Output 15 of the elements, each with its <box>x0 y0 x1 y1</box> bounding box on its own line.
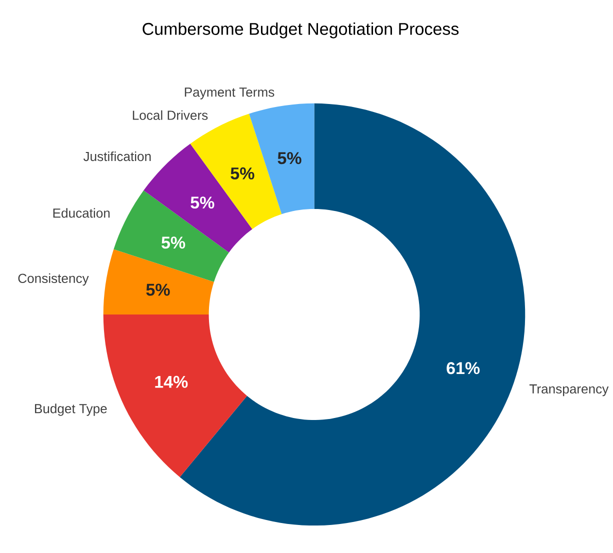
data-label: 14% <box>155 376 188 388</box>
data-label: 5% <box>162 236 186 249</box>
slice-label: Justification <box>83 151 151 162</box>
data-label: 5% <box>230 167 254 180</box>
chart-title: Cumbersome Budget Negotiation Process <box>142 22 459 38</box>
slice-label: Transparency <box>529 384 609 396</box>
slice-label: Budget Type <box>35 404 107 416</box>
data-label: 5% <box>190 196 214 209</box>
data-label: 5% <box>146 284 170 296</box>
slice-label: Education <box>53 208 110 218</box>
data-label: 5% <box>278 152 302 164</box>
data-label: 61% <box>446 362 480 374</box>
slice-label: Consistency <box>18 273 89 286</box>
slice-label: Payment Terms <box>184 88 274 100</box>
slice-label: Local Drivers <box>132 110 208 120</box>
